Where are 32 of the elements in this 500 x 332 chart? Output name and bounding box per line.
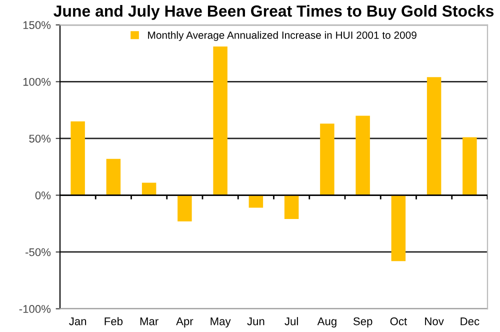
y-tick-label: 50% xyxy=(29,134,51,143)
y-tick-label: 150% xyxy=(23,21,51,30)
x-tick-label: Apr xyxy=(176,318,194,328)
bar xyxy=(284,195,299,220)
x-tick-label: Mar xyxy=(140,318,158,326)
bar xyxy=(106,158,121,196)
legend-label: Monthly Average Annualized Increase in HUI 2001 to 2009 xyxy=(148,31,416,41)
y-tick-label: 100% xyxy=(23,78,51,86)
bar xyxy=(248,195,264,208)
x-tick-label: Jun xyxy=(247,318,264,326)
chart-title: June and July Have Been Great Times to Buy Gold Stocks xyxy=(54,4,494,20)
bar xyxy=(178,195,192,222)
x-tick-label: Feb xyxy=(104,317,123,326)
x-tick-label: Jan xyxy=(69,318,86,326)
bar xyxy=(426,77,442,196)
x-tick-label: Nov xyxy=(425,318,444,326)
x-tick-label: Aug xyxy=(317,318,336,328)
bar xyxy=(356,116,370,196)
bar xyxy=(391,195,406,262)
x-tick-label: Sep xyxy=(353,317,372,328)
y-tick-label: 0% xyxy=(35,191,51,200)
x-tick-label: Jul xyxy=(284,317,298,326)
bar xyxy=(320,124,334,196)
bar xyxy=(462,137,477,196)
x-tick-label: May xyxy=(210,318,231,328)
x-tick-label: Dec xyxy=(460,318,480,326)
x-tick-label: Oct xyxy=(390,317,407,326)
bar xyxy=(70,121,85,196)
y-tick-label: -50% xyxy=(26,248,51,256)
bar xyxy=(142,182,156,196)
bar xyxy=(213,46,228,196)
y-tick-label: -100% xyxy=(19,305,51,313)
